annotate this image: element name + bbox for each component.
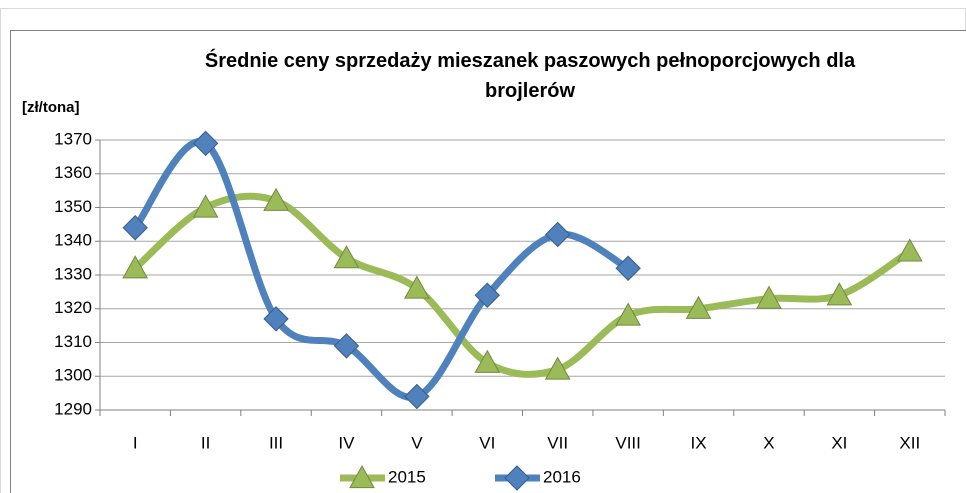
x-tick-label: X	[763, 433, 774, 452]
x-tick-label: VI	[479, 433, 495, 452]
y-tick-label: 1340	[54, 231, 92, 250]
marker	[192, 194, 219, 218]
marker	[192, 130, 219, 157]
y-tick-label: 1330	[54, 264, 92, 283]
y-axis-label: [zł/tona]	[22, 99, 80, 116]
legend-label: 2015	[388, 467, 426, 486]
marker	[685, 295, 712, 319]
marker	[756, 285, 782, 309]
x-tick-label: V	[411, 433, 423, 452]
y-tick-label: 1290	[54, 399, 92, 418]
marker	[263, 187, 289, 211]
marker	[349, 464, 375, 489]
x-tick-label: IV	[338, 433, 355, 452]
marker	[504, 465, 530, 491]
y-tick-label: 1310	[54, 332, 92, 351]
x-tick-label: I	[133, 433, 138, 452]
x-tick-label: II	[201, 433, 210, 452]
x-tick-label: III	[269, 433, 283, 452]
marker	[896, 238, 923, 262]
marker	[826, 282, 853, 306]
marker	[474, 282, 500, 308]
marker	[263, 306, 289, 332]
legend-label: 2016	[543, 467, 581, 486]
marker	[404, 383, 430, 410]
y-tick-label: 1300	[54, 366, 92, 385]
x-tick-label: VII	[547, 433, 568, 452]
marker	[615, 302, 641, 326]
y-tick-label: 1320	[54, 298, 92, 317]
marker	[474, 349, 501, 373]
marker	[545, 221, 571, 248]
x-tick-label: IX	[691, 433, 707, 452]
marker	[333, 333, 360, 359]
y-tick-label: 1350	[54, 197, 92, 216]
marker	[615, 255, 641, 281]
chart-title: Średnie ceny sprzedaży mieszanek paszowy…	[204, 50, 856, 102]
x-tick-label: XII	[899, 433, 920, 452]
y-tick-label: 1360	[54, 163, 92, 182]
marker	[122, 255, 149, 279]
y-tick-label: 1370	[54, 129, 92, 148]
x-tick-label: XI	[831, 433, 847, 452]
marker	[333, 245, 360, 269]
chart-frame	[10, 30, 966, 493]
marker	[404, 275, 430, 299]
marker	[122, 215, 148, 241]
marker	[544, 356, 571, 380]
x-tick-label: VIII	[615, 433, 641, 452]
